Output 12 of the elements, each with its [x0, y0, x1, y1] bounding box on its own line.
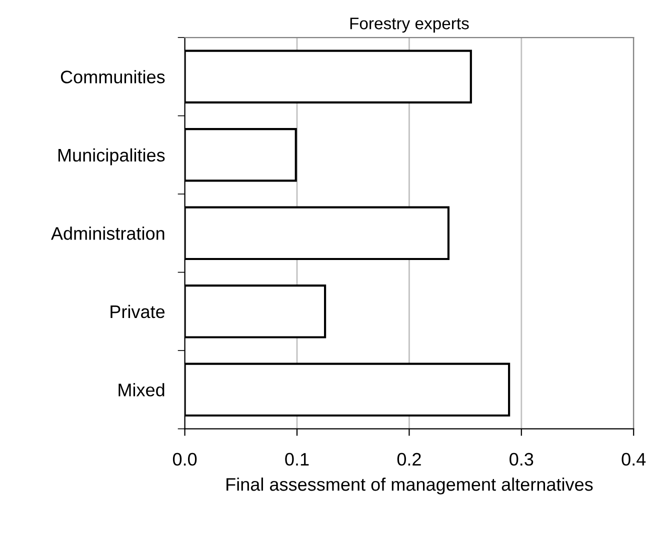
- y-tick-label: Mixed: [118, 383, 164, 396]
- x-tick-label: 0.1: [285, 452, 309, 466]
- y-tick-label: Communities: [60, 70, 165, 84]
- y-tick-label: Administration: [51, 226, 164, 240]
- x-tick-label: 0.4: [622, 452, 646, 466]
- y-tick-label: Municipalities: [58, 148, 165, 166]
- x-tick-label: 0.2: [397, 452, 421, 466]
- chart-title: Forestry experts: [350, 18, 469, 33]
- y-tick-label: Private: [110, 304, 165, 318]
- x-tick-label: 0.0: [172, 452, 197, 466]
- x-tick-label: 0.3: [510, 452, 534, 466]
- x-axis-title: Final assessment of management alternatives: [226, 478, 593, 494]
